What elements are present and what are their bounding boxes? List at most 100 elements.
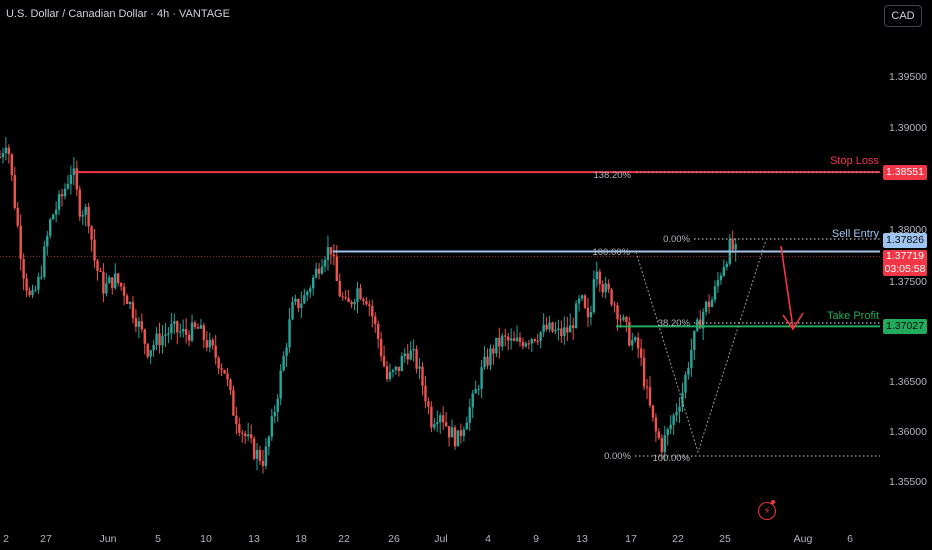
- candle-body: [604, 283, 607, 293]
- candle-body: [462, 429, 466, 436]
- candle-body: [202, 325, 206, 341]
- candle-body: [563, 327, 566, 337]
- candle-body: [421, 366, 424, 386]
- candle-body: [252, 438, 256, 459]
- candle-body: [560, 328, 563, 337]
- candle-body: [297, 298, 300, 309]
- candle-body: [536, 340, 539, 342]
- candle-body: [583, 295, 587, 308]
- candle-body: [616, 305, 619, 320]
- time-tick-label: 9: [533, 533, 539, 545]
- currency-button[interactable]: CAD: [884, 5, 922, 27]
- candle-body: [181, 328, 185, 332]
- candle-body: [533, 339, 536, 341]
- candle-body: [57, 194, 61, 210]
- candle-body: [309, 288, 312, 292]
- price-tick-label: 1.39500: [889, 71, 927, 83]
- candle-body: [409, 350, 412, 360]
- candle-body: [430, 406, 433, 428]
- lightning-icon[interactable]: ⚡: [758, 502, 776, 520]
- candle-body: [140, 321, 144, 330]
- candle-body: [439, 415, 442, 423]
- candle-body: [164, 334, 167, 337]
- candle-body: [368, 304, 371, 307]
- candle-body: [63, 188, 67, 197]
- candle-body: [108, 277, 111, 284]
- candle-body: [87, 207, 90, 227]
- candle-body: [69, 174, 73, 185]
- candle-body: [244, 433, 247, 437]
- candle-body: [509, 338, 513, 341]
- candle-body: [441, 415, 445, 423]
- candle-body: [713, 286, 717, 300]
- candle-body: [406, 353, 409, 360]
- candle-body: [13, 175, 16, 208]
- candle-body: [78, 189, 81, 217]
- candle-body: [589, 312, 593, 318]
- candle-body: [456, 430, 460, 447]
- price-tick-label: 1.35500: [889, 476, 927, 488]
- candle-body: [566, 327, 569, 333]
- alert-dot-icon: [771, 500, 775, 504]
- candle-body: [306, 291, 309, 296]
- price-tick-label: 1.39000: [889, 122, 927, 134]
- candle-body: [379, 339, 383, 357]
- candle-body: [223, 369, 226, 374]
- stop-loss-price-badge: 1.38551: [883, 165, 927, 180]
- candle-body: [261, 460, 265, 466]
- take-profit-price-badge: 1.37027: [883, 319, 927, 334]
- candle-body: [492, 348, 495, 354]
- candle-body: [474, 389, 477, 394]
- candle-body: [693, 330, 696, 350]
- candle-body: [199, 325, 203, 329]
- candle-body: [217, 357, 220, 369]
- candle-body: [49, 219, 52, 236]
- candle-body: [16, 207, 19, 226]
- candle-body: [125, 295, 129, 305]
- candle-body: [311, 277, 315, 289]
- candle-body: [696, 319, 699, 331]
- candle-body: [31, 290, 34, 296]
- candle-body: [506, 336, 510, 341]
- candle-body: [471, 393, 474, 408]
- candle-body: [483, 356, 486, 368]
- candle-body: [66, 184, 70, 189]
- candle-body: [734, 244, 737, 250]
- candle-body: [518, 337, 522, 342]
- candle-body: [512, 338, 516, 341]
- candle-body: [554, 329, 557, 332]
- candle-body: [220, 368, 223, 370]
- fib-trend-line: [635, 239, 767, 454]
- candle-body: [388, 371, 392, 380]
- fib-label-0-bottom: 0.00%: [604, 451, 631, 462]
- candle-body: [403, 353, 406, 357]
- candle-body: [731, 239, 734, 250]
- candle-body: [524, 343, 528, 347]
- candle-body: [548, 322, 551, 330]
- candle-body: [371, 306, 374, 317]
- candle-body: [569, 325, 572, 333]
- price-axis: 1.395001.390001.380001.375001.365001.360…: [889, 71, 927, 488]
- time-tick-label: 26: [388, 533, 400, 545]
- candle-body: [84, 207, 87, 215]
- candle-body: [374, 316, 377, 324]
- candle-body: [40, 276, 43, 278]
- candle-body: [687, 368, 690, 375]
- candle-body: [326, 247, 330, 260]
- candle-body: [208, 339, 211, 348]
- candle-body: [669, 424, 672, 430]
- candle-body: [270, 416, 274, 437]
- sell-entry-price-badge: 1.37826: [883, 233, 927, 248]
- fib-label-382: 38.20%: [657, 318, 690, 329]
- projection-arrow: [780, 245, 794, 329]
- candle-body: [350, 301, 353, 305]
- candle-body: [338, 281, 341, 297]
- candle-body: [4, 147, 8, 154]
- time-tick-label: 2: [3, 533, 9, 545]
- candle-body: [645, 386, 649, 388]
- projection-arrowhead: [782, 312, 804, 331]
- fib-label-1382: 138.20%: [593, 170, 631, 181]
- candle-body: [648, 387, 652, 406]
- candle-body: [173, 321, 176, 325]
